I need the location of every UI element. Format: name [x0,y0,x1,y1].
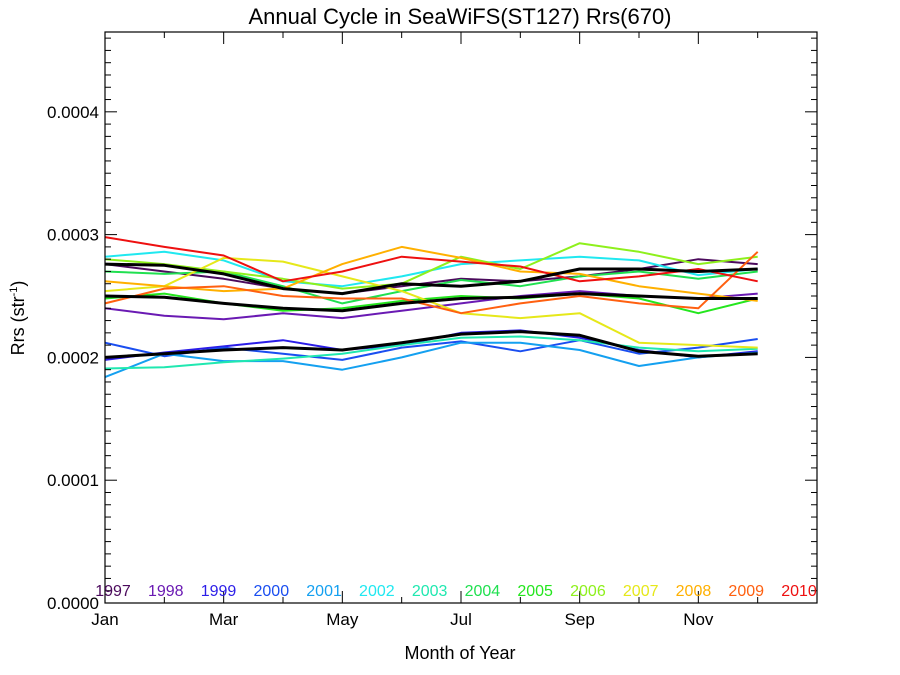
plot-frame [104,31,818,604]
y-tick-label: 0.0004 [47,103,99,122]
legend-item-2010: 2010 [781,583,817,600]
legend: 1997 1998 1999 2000 2001 2002 2003 2004 2005 2006… [95,583,817,600]
legend-item-2007: 2007 [623,583,659,600]
series-line-1997 [104,258,758,295]
series-line-2008 [104,245,758,302]
axes: Jan Mar May Jul Sep Nov 0.0000 0.0001 0.0002 0.00… [47,32,817,629]
y-tick-label: 0.0000 [47,594,99,613]
series-line-2003 [104,335,758,370]
y-tick-label: 0.0001 [47,471,99,490]
y-tick-label: 0.0003 [47,226,99,245]
y-axis-label-main: Rrs (str [8,296,28,355]
series-line-2010 [104,236,758,283]
legend-item-2009: 2009 [728,583,764,600]
legend-item-2003: 2003 [412,583,448,600]
legend-item-1997: 1997 [95,583,131,600]
plot-area [104,236,759,379]
chart-title: Annual Cycle in SeaWiFS(ST127) Rrs(670) [248,4,671,29]
series-line-2001 [104,341,758,379]
legend-item-2004: 2004 [465,583,501,600]
series-line-2009 [104,251,759,315]
mean-line-1 [104,262,758,296]
legend-item-2001: 2001 [306,583,342,600]
legend-item-2008: 2008 [676,583,712,600]
legend-item-2006: 2006 [570,583,606,600]
y-axis-label-sup: -1 [8,287,20,297]
legend-item-2005: 2005 [517,583,553,600]
x-tick-label: May [326,610,359,629]
x-tick-label: Sep [565,610,595,629]
x-tick-label: Nov [683,610,714,629]
legend-item-1999: 1999 [201,583,237,600]
y-axis-label-end: ) [8,281,28,287]
legend-item-1998: 1998 [148,583,184,600]
y-axis-label: Rrs (str-1) [8,281,28,356]
mean-line-3 [104,330,758,359]
legend-item-2002: 2002 [359,583,395,600]
legend-item-2000: 2000 [254,583,290,600]
x-axis-label: Month of Year [404,643,515,663]
mean-line-2 [104,292,758,313]
series-line-2006 [104,242,758,290]
x-tick-label: Jan [91,610,118,629]
x-tick-label: Mar [209,610,239,629]
y-tick-label: 0.0002 [47,348,99,367]
x-tick-label: Jul [450,610,472,629]
